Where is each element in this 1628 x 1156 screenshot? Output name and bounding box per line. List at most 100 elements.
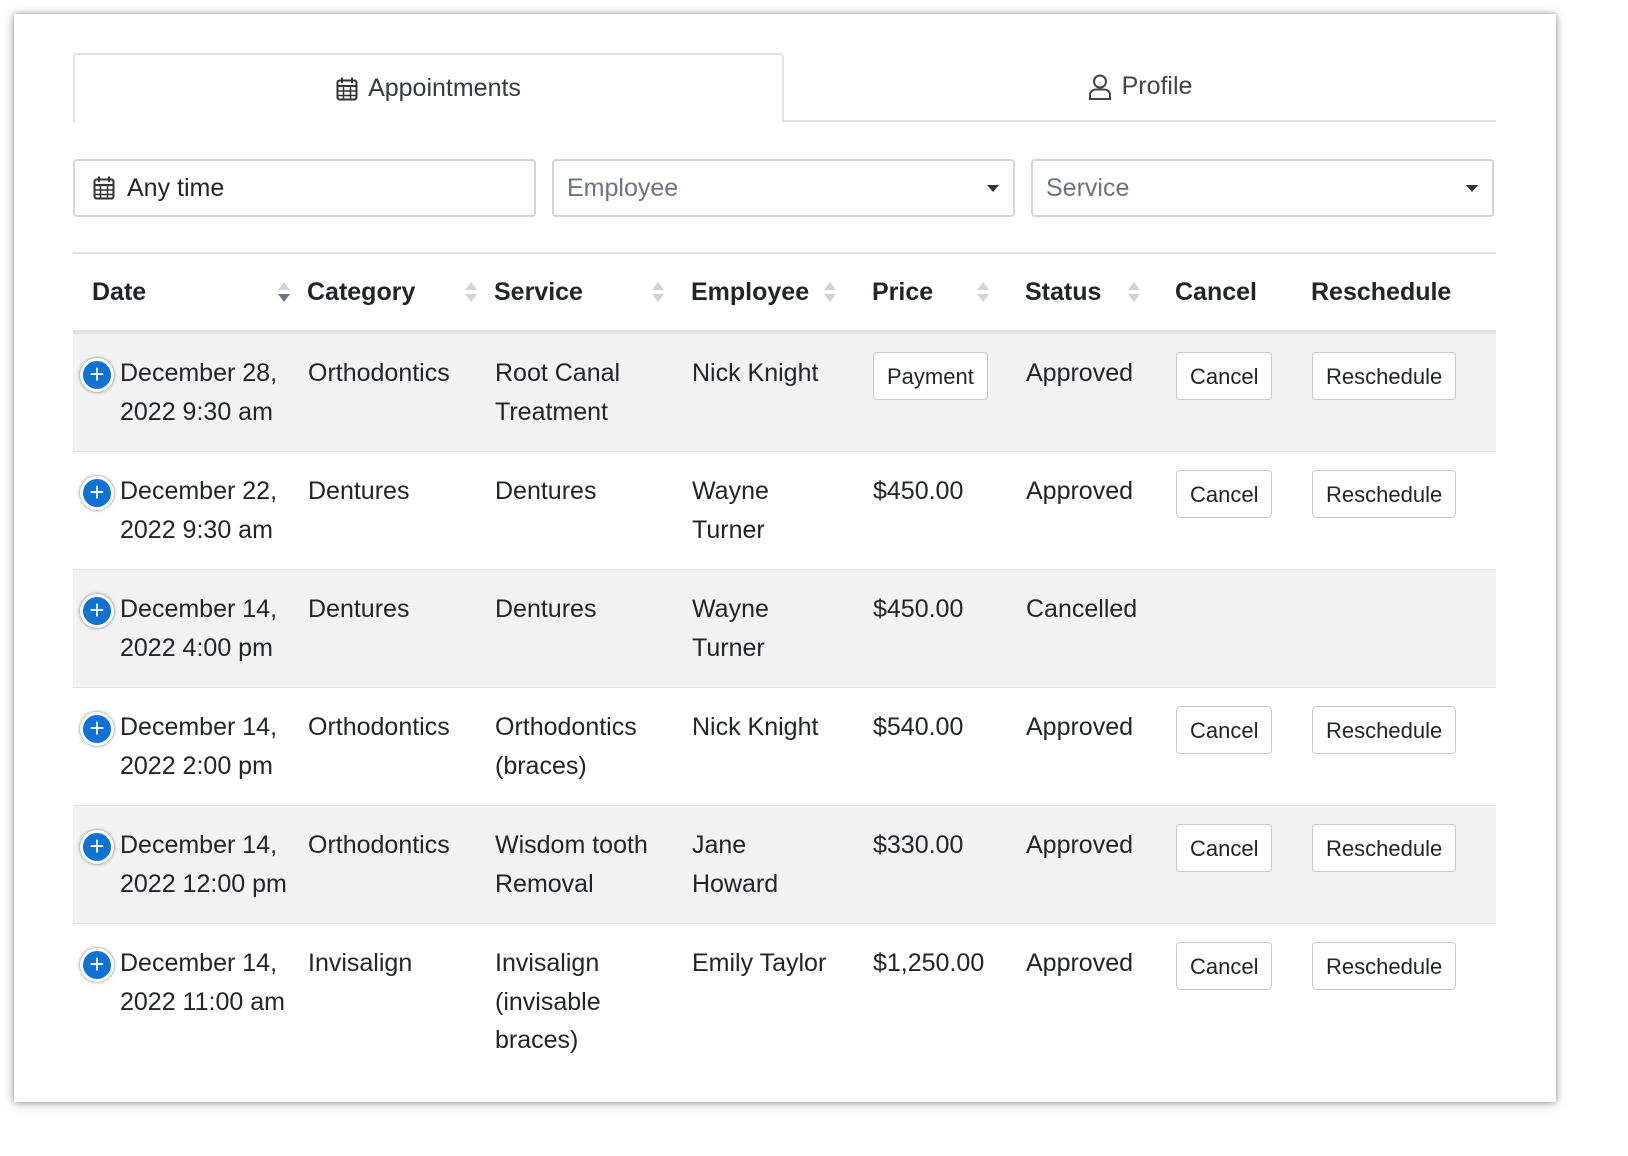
cancel-button[interactable]: Cancel: [1176, 942, 1273, 990]
date-range-picker[interactable]: Any time: [73, 159, 536, 217]
calendar-icon: [336, 77, 358, 100]
status-cell: Approved: [1025, 805, 1175, 924]
tab-appointments-label: Appointments: [368, 74, 521, 102]
reschedule-button[interactable]: Reschedule: [1312, 352, 1457, 400]
calendar-icon: [93, 176, 115, 200]
expand-row-icon[interactable]: +: [80, 358, 114, 392]
cancel-button[interactable]: Cancel: [1176, 352, 1273, 400]
cancel-cell: Cancel: [1175, 687, 1311, 806]
expand-row-icon[interactable]: +: [80, 476, 114, 510]
category-cell: Invisalign: [307, 923, 494, 1080]
reschedule-cell: Reschedule: [1311, 451, 1496, 570]
service-cell: Root Canal Treatment: [494, 332, 691, 452]
status-cell: Approved: [1025, 923, 1175, 1080]
date-cell: + December 14, 2022 4:00 pm: [73, 569, 307, 688]
table-row: + December 14, 2022 4:00 pm Dentures Den…: [73, 569, 1496, 688]
service-cell: Dentures: [494, 451, 691, 570]
table-row: + December 14, 2022 2:00 pm Orthodontics…: [73, 687, 1496, 806]
reschedule-button[interactable]: Reschedule: [1312, 470, 1457, 518]
sort-icon[interactable]: [1128, 282, 1140, 304]
column-header-date[interactable]: Date: [73, 253, 307, 334]
table-header-row: Date Category Service Employee: [73, 253, 1496, 334]
reschedule-cell: Reschedule: [1311, 805, 1496, 924]
date-range-value: Any time: [127, 173, 225, 202]
sort-icon[interactable]: [824, 282, 836, 304]
cancel-cell: Cancel: [1175, 332, 1311, 452]
expand-row-icon[interactable]: +: [80, 594, 114, 628]
sort-icon[interactable]: [278, 282, 290, 304]
cancel-button[interactable]: Cancel: [1176, 706, 1273, 754]
employee-cell: Wayne Turner: [691, 569, 872, 688]
category-cell: Dentures: [307, 569, 494, 688]
expand-row-icon[interactable]: +: [80, 830, 114, 864]
cancel-cell: [1175, 569, 1311, 688]
price-cell: Payment: [872, 332, 1025, 452]
reschedule-cell: [1311, 569, 1496, 688]
expand-row-icon[interactable]: +: [80, 948, 114, 982]
appointments-panel: Appointments Profile: [14, 14, 1556, 1102]
employee-cell: Emily Taylor: [691, 923, 872, 1080]
table-row: + December 22, 2022 9:30 am Dentures Den…: [73, 451, 1496, 570]
service-cell: Wisdom tooth Removal: [494, 805, 691, 924]
category-cell: Orthodontics: [307, 805, 494, 924]
employee-cell: Nick Knight: [691, 687, 872, 806]
reschedule-cell: Reschedule: [1311, 332, 1496, 452]
status-cell: Approved: [1025, 451, 1175, 570]
tab-bar: Appointments Profile: [73, 53, 1496, 122]
reschedule-cell: Reschedule: [1311, 923, 1496, 1080]
status-cell: Cancelled: [1025, 569, 1175, 688]
cancel-cell: Cancel: [1175, 451, 1311, 570]
chevron-down-icon: [987, 185, 999, 192]
status-cell: Approved: [1025, 687, 1175, 806]
service-cell: Orthodontics (braces): [494, 687, 691, 806]
cancel-button[interactable]: Cancel: [1176, 470, 1273, 518]
cancel-cell: Cancel: [1175, 923, 1311, 1080]
column-header-employee[interactable]: Employee: [691, 253, 872, 334]
reschedule-button[interactable]: Reschedule: [1312, 942, 1457, 990]
panel-content: Appointments Profile: [73, 53, 1496, 1080]
price-cell: $1,250.00: [872, 923, 1025, 1080]
cancel-cell: Cancel: [1175, 805, 1311, 924]
service-select-placeholder: Service: [1046, 173, 1130, 202]
column-header-category[interactable]: Category: [307, 253, 494, 334]
service-cell: Dentures: [494, 569, 691, 688]
service-select[interactable]: Service: [1031, 159, 1494, 217]
user-icon: [1088, 74, 1111, 100]
appointments-table: Date Category Service Employee: [73, 252, 1496, 1080]
employee-cell: Jane Howard: [691, 805, 872, 924]
employee-cell: Nick Knight: [691, 332, 872, 452]
column-header-cancel: Cancel: [1175, 253, 1311, 334]
employee-select[interactable]: Employee: [552, 159, 1015, 217]
date-cell: + December 22, 2022 9:30 am: [73, 451, 307, 570]
tab-profile-label: Profile: [1121, 72, 1193, 100]
payment-button[interactable]: Payment: [873, 352, 988, 400]
tab-profile[interactable]: Profile: [784, 53, 1496, 120]
reschedule-cell: Reschedule: [1311, 687, 1496, 806]
tab-appointments[interactable]: Appointments: [73, 53, 784, 122]
table-row: + December 14, 2022 12:00 pm Orthodontic…: [73, 805, 1496, 924]
column-header-status[interactable]: Status: [1025, 253, 1175, 334]
price-cell: $330.00: [872, 805, 1025, 924]
employee-select-placeholder: Employee: [567, 173, 679, 202]
column-header-reschedule: Reschedule: [1311, 253, 1496, 334]
table-row: + December 14, 2022 11:00 am Invisalign …: [73, 923, 1496, 1080]
date-cell: + December 14, 2022 11:00 am: [73, 923, 307, 1080]
chevron-down-icon: [1466, 185, 1478, 192]
date-cell: + December 14, 2022 12:00 pm: [73, 805, 307, 924]
category-cell: Orthodontics: [307, 687, 494, 806]
reschedule-button[interactable]: Reschedule: [1312, 706, 1457, 754]
status-cell: Approved: [1025, 332, 1175, 452]
expand-row-icon[interactable]: +: [80, 712, 114, 746]
column-header-price[interactable]: Price: [872, 253, 1025, 334]
cancel-button[interactable]: Cancel: [1176, 824, 1273, 872]
price-cell: $540.00: [872, 687, 1025, 806]
column-header-service[interactable]: Service: [494, 253, 691, 334]
sort-icon[interactable]: [977, 282, 989, 304]
date-cell: + December 14, 2022 2:00 pm: [73, 687, 307, 806]
table-row: + December 28, 2022 9:30 am Orthodontics…: [73, 332, 1496, 452]
category-cell: Orthodontics: [307, 332, 494, 452]
sort-icon[interactable]: [652, 282, 664, 304]
sort-icon[interactable]: [465, 282, 477, 304]
reschedule-button[interactable]: Reschedule: [1312, 824, 1457, 872]
price-cell: $450.00: [872, 569, 1025, 688]
